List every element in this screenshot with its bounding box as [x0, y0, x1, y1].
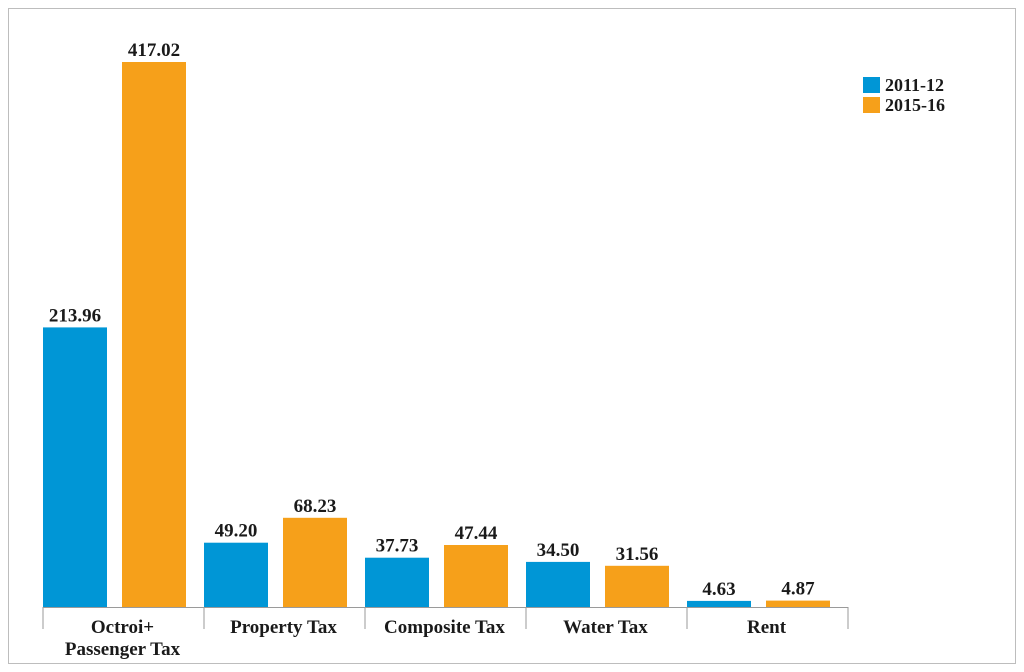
bar-2011-12-4 — [687, 600, 751, 607]
x-tick-label: Composite Tax — [384, 617, 505, 638]
x-tick-label: Property Tax — [230, 617, 337, 638]
x-axis: Octroi+ Passenger Tax Property Tax Composit… — [42, 607, 849, 660]
bar-2011-12-1 — [204, 542, 268, 607]
bar-2015-16-3 — [605, 565, 669, 607]
x-tick-label: Water Tax — [563, 617, 648, 638]
legend-swatch — [863, 77, 880, 93]
legend-label: 2015-16 — [885, 95, 945, 115]
data-label: 47.44 — [455, 523, 498, 544]
data-label: 34.50 — [537, 540, 580, 561]
data-label: 37.73 — [376, 536, 419, 557]
bar-2011-12-2 — [365, 557, 429, 607]
x-tick-label: Rent — [747, 617, 787, 638]
value-labels-group: 213.96 417.02 49.20 68.23 37.73 47.44 34.50 31.… — [49, 40, 815, 600]
data-label: 213.96 — [49, 305, 101, 326]
x-tick-label: Octroi+ Passenger Tax — [65, 617, 181, 660]
data-label: 4.87 — [781, 579, 815, 600]
data-label: 31.56 — [616, 544, 659, 565]
bar-2015-16-0 — [122, 62, 186, 607]
data-label: 68.23 — [294, 496, 337, 517]
bars-group — [43, 62, 830, 607]
bar-2015-16-4 — [766, 600, 830, 607]
data-label: 417.02 — [128, 40, 180, 61]
legend-label: 2011-12 — [885, 75, 944, 95]
data-label: 49.20 — [215, 521, 258, 542]
legend-swatch — [863, 97, 880, 113]
bar-2011-12-3 — [526, 561, 590, 607]
bar-2011-12-0 — [43, 327, 107, 607]
bar-2015-16-2 — [444, 545, 508, 607]
bar-2015-16-1 — [283, 517, 347, 607]
data-label: 4.63 — [702, 579, 735, 600]
